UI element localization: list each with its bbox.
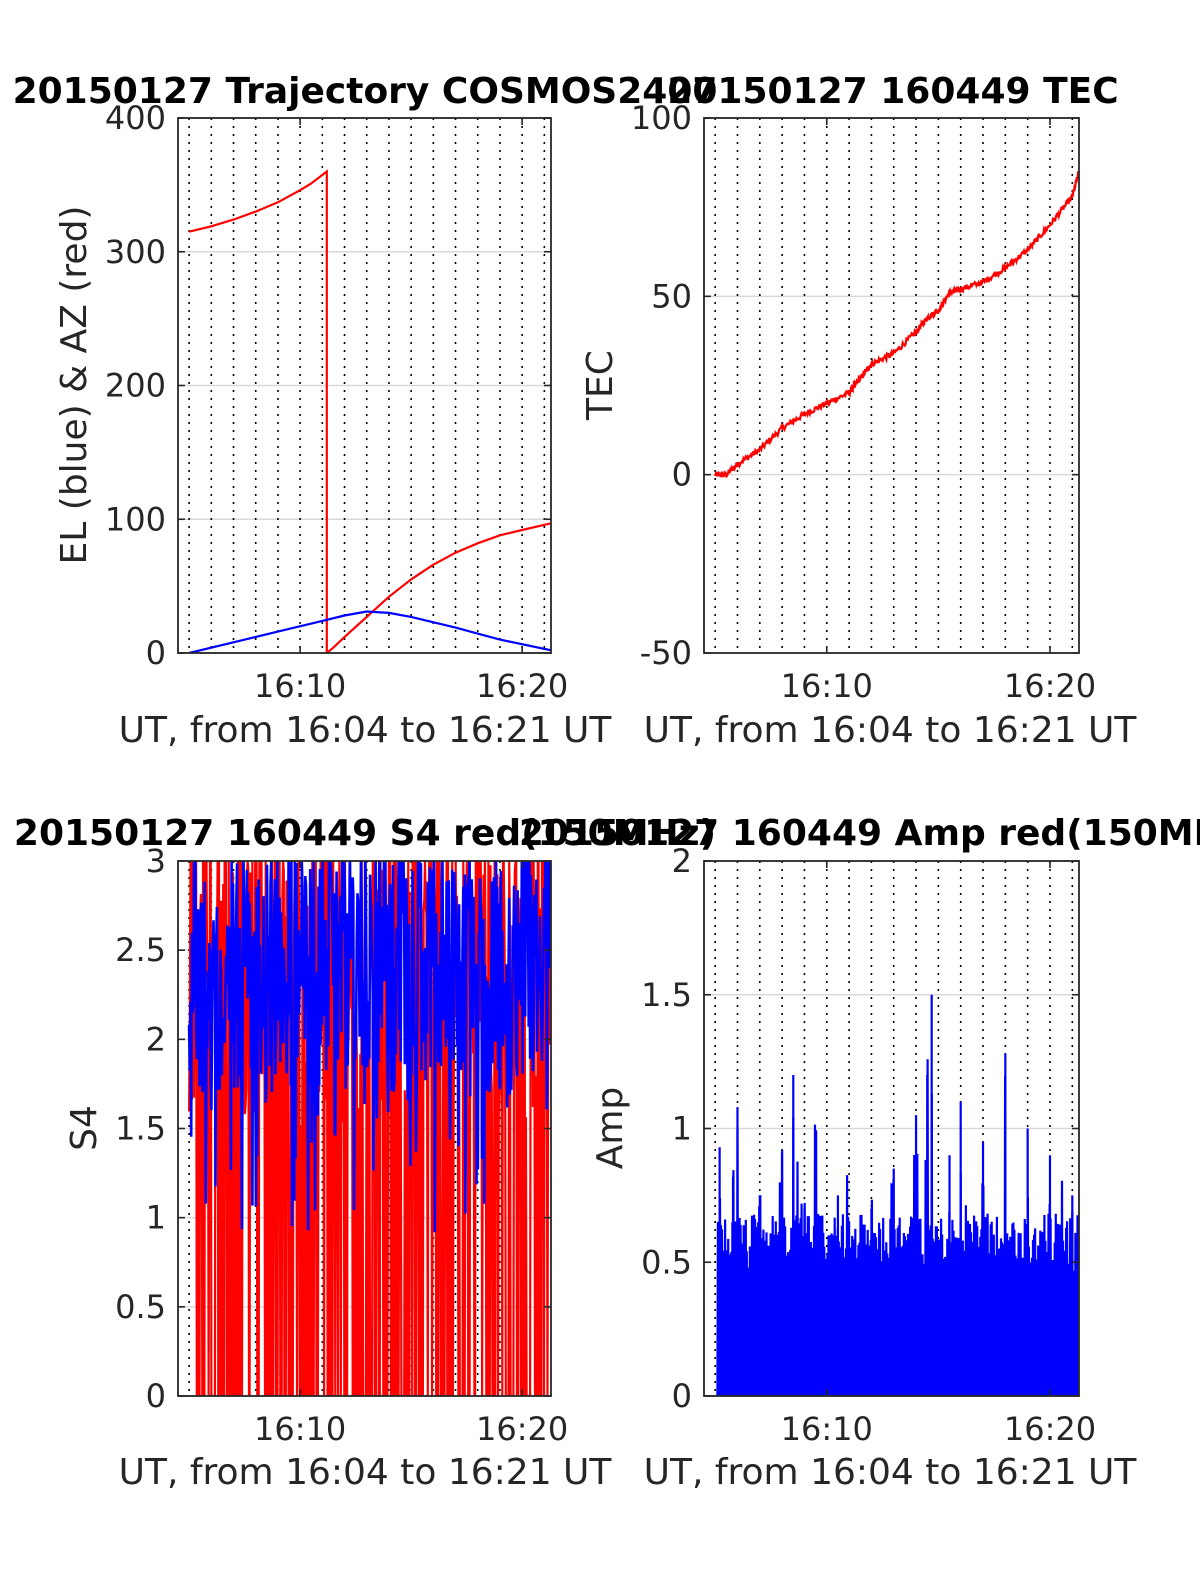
- y-tick-label: 50: [651, 277, 692, 315]
- y-axis-label: S4: [64, 1105, 105, 1151]
- y-tick-label: 300: [105, 233, 166, 271]
- chart-title: 20150127 Trajectory COSMOS2407: [13, 71, 718, 112]
- y-tick-label: 1.5: [115, 1110, 166, 1148]
- series-line-blue: [187, 861, 551, 1233]
- axes-box: [703, 117, 1080, 654]
- y-tick-label: 0: [672, 456, 692, 494]
- series-line: [188, 169, 551, 653]
- plot-area: [187, 861, 551, 1396]
- y-tick-label: 0: [672, 1377, 692, 1415]
- x-axis-label: UT, from 16:04 to 16:21 UT: [119, 1452, 613, 1493]
- y-axis-label: TEC: [580, 350, 621, 421]
- x-tick-label: 16:10: [254, 1410, 346, 1448]
- y-tick-label: 3: [146, 842, 166, 880]
- y-tick-label: 2: [672, 842, 692, 880]
- plot-area: [188, 169, 551, 653]
- y-tick-label: 1: [672, 1110, 692, 1148]
- x-tick-label: 16:10: [781, 667, 873, 705]
- y-tick-label: 1.5: [641, 976, 692, 1014]
- x-tick-label: 16:20: [476, 1410, 568, 1448]
- y-axis-label: EL (blue) & AZ (red): [54, 206, 95, 565]
- y-tick-label: 0.5: [641, 1243, 692, 1281]
- subplot-trajectory: 0 100 200 300 400 16:10 16:20 20150127 Traject…: [13, 71, 718, 751]
- chart-title: 20150127 160449 S4 red(150MHz): [14, 813, 716, 854]
- x-axis-label: UT, from 16:04 to 16:21 UT: [644, 1452, 1138, 1493]
- x-tick-label: 16:20: [1004, 667, 1096, 705]
- subplot-amp: 0 0.5 1 1.5 2 16:10 16:20 20150127 160449 Amp …: [519, 813, 1200, 1493]
- y-tick-label: 100: [631, 99, 692, 137]
- y-tick-label: 200: [105, 367, 166, 405]
- series-line: [188, 610, 551, 653]
- plot-area: [714, 170, 1079, 479]
- x-tick-label: 16:20: [476, 667, 568, 705]
- y-tick-label: 1: [146, 1199, 166, 1237]
- y-tick-label: 0: [146, 1377, 166, 1415]
- y-tick-label: -50: [640, 634, 692, 672]
- y-tick-label: 400: [105, 99, 166, 137]
- y-tick-label: 2.5: [115, 931, 166, 969]
- x-axis-label: UT, from 16:04 to 16:21 UT: [644, 710, 1138, 751]
- y-tick-label: 0: [146, 634, 166, 672]
- x-axis-label: UT, from 16:04 to 16:21 UT: [119, 710, 613, 751]
- y-tick-label: 2: [146, 1020, 166, 1058]
- series-line: [716, 1059, 1079, 1396]
- y-tick-label: 100: [105, 500, 166, 538]
- y-axis-label: Amp: [590, 1087, 631, 1170]
- y-tick-label: 0.5: [115, 1288, 166, 1326]
- x-tick-label: 16:10: [254, 667, 346, 705]
- x-tick-label: 16:20: [1004, 1410, 1096, 1448]
- subplot-s4: 0 0.5 1 1.5 2 2.5 3 16:10 16:20 20150127 160449 …: [14, 813, 716, 1493]
- chart-title: 20150127 160449 TEC: [667, 71, 1118, 112]
- x-tick-label: 16:10: [781, 1410, 873, 1448]
- plot-area: [716, 994, 1079, 1396]
- series-line: [714, 170, 1079, 479]
- chart-title: 20150127 160449 Amp red(150MHz): [519, 813, 1200, 854]
